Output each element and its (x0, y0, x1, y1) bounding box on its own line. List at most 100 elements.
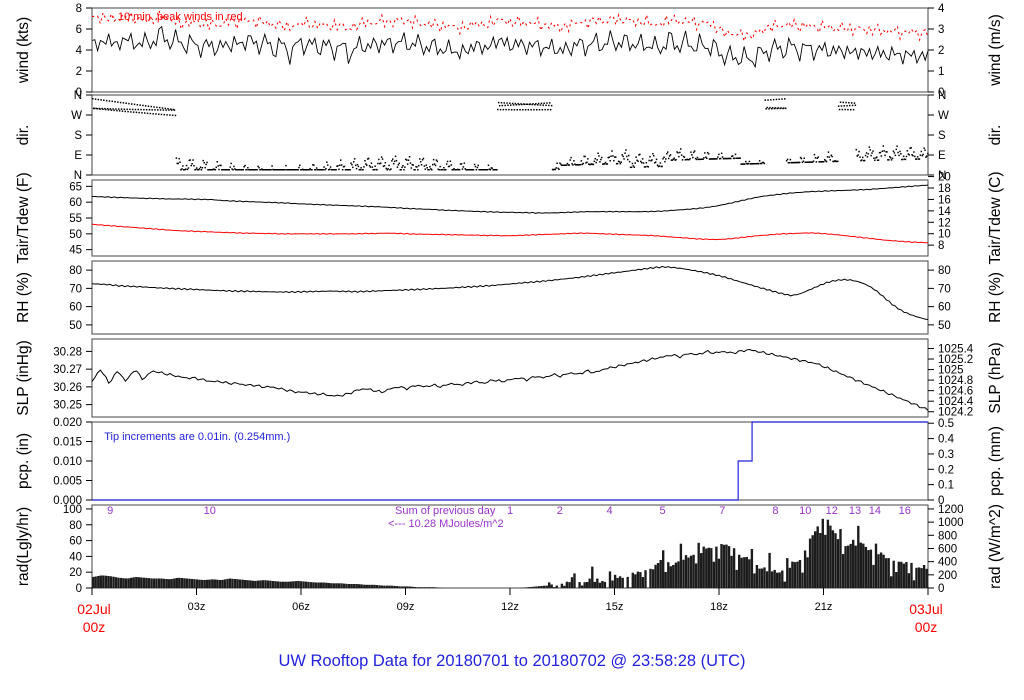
dir-point (284, 169, 286, 171)
dir-point (164, 107, 166, 110)
dir-point (156, 106, 158, 109)
dir-point (313, 164, 315, 166)
dir-point (221, 169, 223, 171)
dir-point (245, 169, 247, 171)
rad-hour-label-10: 13 (849, 505, 861, 517)
dir-point (922, 153, 924, 156)
axis-label-rh-L: RH (%) (15, 272, 32, 323)
dir-point (771, 108, 773, 110)
dir-point (805, 161, 807, 163)
dir-point (278, 169, 281, 171)
dir-point (124, 110, 126, 113)
dir-point (667, 157, 670, 160)
dir-point (915, 158, 918, 160)
dir-point (522, 109, 524, 111)
dir-point (376, 169, 378, 171)
dir-point (220, 164, 222, 167)
dir-point (360, 167, 362, 169)
dir-point (117, 101, 119, 103)
dir-point (598, 155, 600, 157)
dir-point (579, 164, 582, 166)
rad-bar (92, 576, 95, 588)
dir-point (733, 157, 736, 160)
dir-point (761, 161, 764, 164)
rad-bar (877, 554, 880, 588)
rad-bar (829, 525, 832, 588)
tick-label-temp-16: 16 (938, 194, 951, 206)
rad-bar (411, 586, 414, 588)
dir-point (903, 158, 906, 160)
tick-label-wind-4: 4 (76, 45, 83, 57)
dir-point (381, 158, 384, 160)
dir-point (577, 164, 580, 166)
rad-bar (922, 565, 926, 588)
axis-label-slp-L: SLP (inHg) (15, 340, 32, 416)
dir-point (306, 169, 309, 171)
xtick-label-12z: 12z (501, 601, 519, 613)
rad-bar (327, 583, 330, 588)
dir-point (505, 108, 507, 111)
rad-bar (213, 579, 216, 588)
rad-bar (535, 586, 538, 588)
dir-point (889, 157, 892, 159)
dir-point (662, 158, 664, 160)
rad-bar (322, 582, 325, 588)
dir-point (690, 151, 692, 153)
dir-point (596, 159, 598, 161)
dir-point (599, 161, 601, 163)
rad-hour-label-1: 10 (204, 505, 216, 517)
rad-bar (378, 585, 381, 588)
dir-point (136, 104, 139, 106)
dir-point (513, 109, 516, 111)
rad-bar (907, 573, 911, 588)
dir-point (539, 104, 542, 106)
tick-label-rh-60: 60 (69, 302, 82, 314)
dir-point (137, 108, 139, 111)
dir-point (361, 169, 363, 171)
dir-point (393, 163, 395, 165)
dir-point (153, 106, 155, 108)
dir-point (380, 162, 382, 164)
dir-point (365, 163, 367, 165)
dir-point (867, 153, 870, 155)
dir-point (523, 103, 525, 105)
dir-point (684, 159, 687, 161)
dir-point (106, 108, 109, 110)
dir-point (714, 158, 716, 160)
dir-point (210, 169, 212, 171)
dir-point (231, 168, 233, 170)
dir-point (258, 166, 260, 169)
tick-label-slp-1024.2: 1024.2 (938, 407, 973, 419)
dir-point (552, 168, 555, 171)
rad-bar (694, 563, 698, 588)
tick-label-dir-3: E (74, 150, 82, 162)
rad-bar (375, 585, 379, 588)
dir-point (919, 154, 922, 156)
rad-bar (342, 583, 346, 588)
dir-point (369, 166, 372, 168)
dir-point (719, 157, 722, 160)
dir-point (112, 108, 114, 110)
rad-bar (165, 579, 168, 588)
rad-bar (677, 561, 680, 588)
dir-point (877, 159, 880, 161)
dir-point (808, 161, 810, 163)
dir-point (512, 104, 515, 106)
rad-bar (852, 539, 855, 588)
tick-label-pcp-0: 0 (938, 495, 944, 507)
dir-point (711, 158, 714, 160)
rad-bar (672, 565, 675, 588)
dir-point (190, 164, 192, 167)
dir-point (876, 156, 878, 158)
tick-label-dir-1: W (938, 110, 949, 122)
rad-bar (380, 585, 384, 588)
rad-bar (626, 576, 629, 588)
dir-point (618, 161, 621, 163)
dir-point (906, 150, 909, 152)
dir-point (765, 108, 767, 110)
tick-label-temp-12: 12 (938, 217, 951, 229)
rad-bar (537, 586, 541, 588)
dir-point (926, 155, 928, 157)
rad-bar (127, 578, 130, 588)
rad-bar (279, 581, 282, 588)
